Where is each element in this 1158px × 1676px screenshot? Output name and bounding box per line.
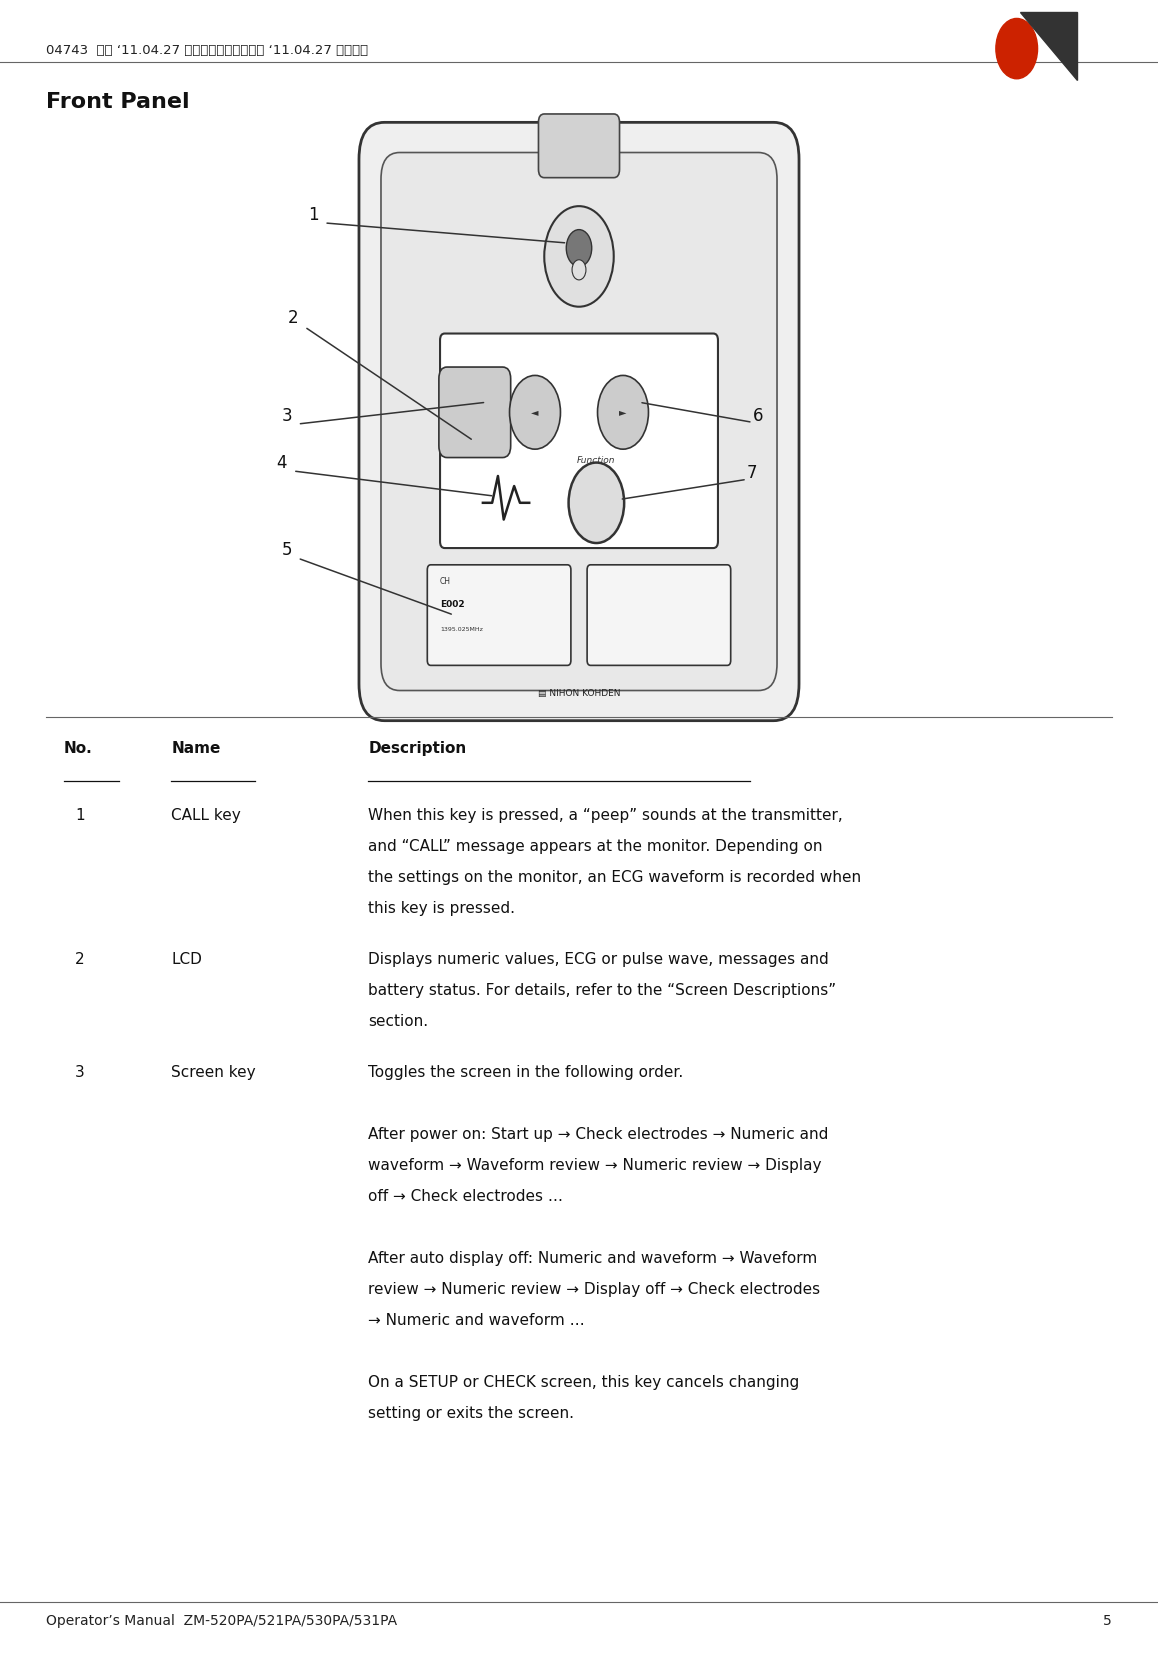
Circle shape [598,375,648,449]
Polygon shape [1020,12,1077,80]
Text: Screen key: Screen key [171,1066,256,1079]
Text: ►: ► [620,407,626,417]
Text: CH: CH [440,577,450,585]
Text: off → Check electrodes …: off → Check electrodes … [368,1190,563,1203]
Circle shape [566,230,592,266]
Text: review → Numeric review → Display off → Check electrodes: review → Numeric review → Display off → … [368,1282,820,1297]
Text: 3: 3 [281,407,292,424]
Text: CALL key: CALL key [171,808,241,823]
Text: ▤ NIHON KOHDEN: ▤ NIHON KOHDEN [537,689,621,697]
Text: setting or exits the screen.: setting or exits the screen. [368,1406,574,1421]
FancyBboxPatch shape [440,334,718,548]
Text: Function: Function [577,456,616,464]
Text: 3: 3 [75,1066,85,1079]
Circle shape [572,260,586,280]
Text: 5: 5 [1102,1614,1112,1627]
Circle shape [544,206,614,307]
Text: 2: 2 [288,310,299,327]
Circle shape [510,375,560,449]
FancyBboxPatch shape [427,565,571,665]
FancyBboxPatch shape [587,565,731,665]
Text: 4: 4 [277,454,287,471]
Circle shape [996,18,1038,79]
Text: 1: 1 [75,808,85,823]
Text: 1: 1 [308,206,318,223]
Text: and “CALL” message appears at the monitor. Depending on: and “CALL” message appears at the monito… [368,838,822,853]
FancyBboxPatch shape [359,122,799,721]
Text: When this key is pressed, a “peep” sounds at the transmitter,: When this key is pressed, a “peep” sound… [368,808,843,823]
Text: Toggles the screen in the following order.: Toggles the screen in the following orde… [368,1066,683,1079]
Text: No.: No. [64,741,93,756]
FancyBboxPatch shape [381,153,777,691]
Text: After power on: Start up → Check electrodes → Numeric and: After power on: Start up → Check electro… [368,1128,829,1141]
Text: 1395.025MHz: 1395.025MHz [440,627,483,632]
Text: 04743  作成 ‘11.04.27 阿山　悠己　　　承認 ‘11.04.27 真柄　睹: 04743 作成 ‘11.04.27 阿山 悠己 承認 ‘11.04.27 真柄… [46,44,368,57]
Text: On a SETUP or CHECK screen, this key cancels changing: On a SETUP or CHECK screen, this key can… [368,1376,799,1389]
Text: After auto display off: Numeric and waveform → Waveform: After auto display off: Numeric and wave… [368,1252,818,1265]
Text: Operator’s Manual  ZM-520PA/521PA/530PA/531PA: Operator’s Manual ZM-520PA/521PA/530PA/5… [46,1614,397,1627]
Text: 7: 7 [747,464,757,481]
Text: E002: E002 [440,600,464,608]
Text: → Numeric and waveform …: → Numeric and waveform … [368,1314,585,1327]
Text: 2: 2 [75,952,85,967]
Text: Name: Name [171,741,221,756]
Text: waveform → Waveform review → Numeric review → Display: waveform → Waveform review → Numeric rev… [368,1158,822,1173]
Text: ◄: ◄ [532,407,538,417]
Text: LCD: LCD [171,952,203,967]
Text: 6: 6 [753,407,763,424]
Circle shape [569,463,624,543]
Text: Description: Description [368,741,467,756]
Text: Displays numeric values, ECG or pulse wave, messages and: Displays numeric values, ECG or pulse wa… [368,952,829,967]
Text: the settings on the monitor, an ECG waveform is recorded when: the settings on the monitor, an ECG wave… [368,870,862,885]
Text: 5: 5 [281,541,292,558]
FancyBboxPatch shape [538,114,620,178]
Text: this key is pressed.: this key is pressed. [368,902,515,915]
Text: section.: section. [368,1014,428,1029]
FancyBboxPatch shape [439,367,511,458]
Text: battery status. For details, refer to the “Screen Descriptions”: battery status. For details, refer to th… [368,982,836,997]
Text: Front Panel: Front Panel [46,92,190,112]
